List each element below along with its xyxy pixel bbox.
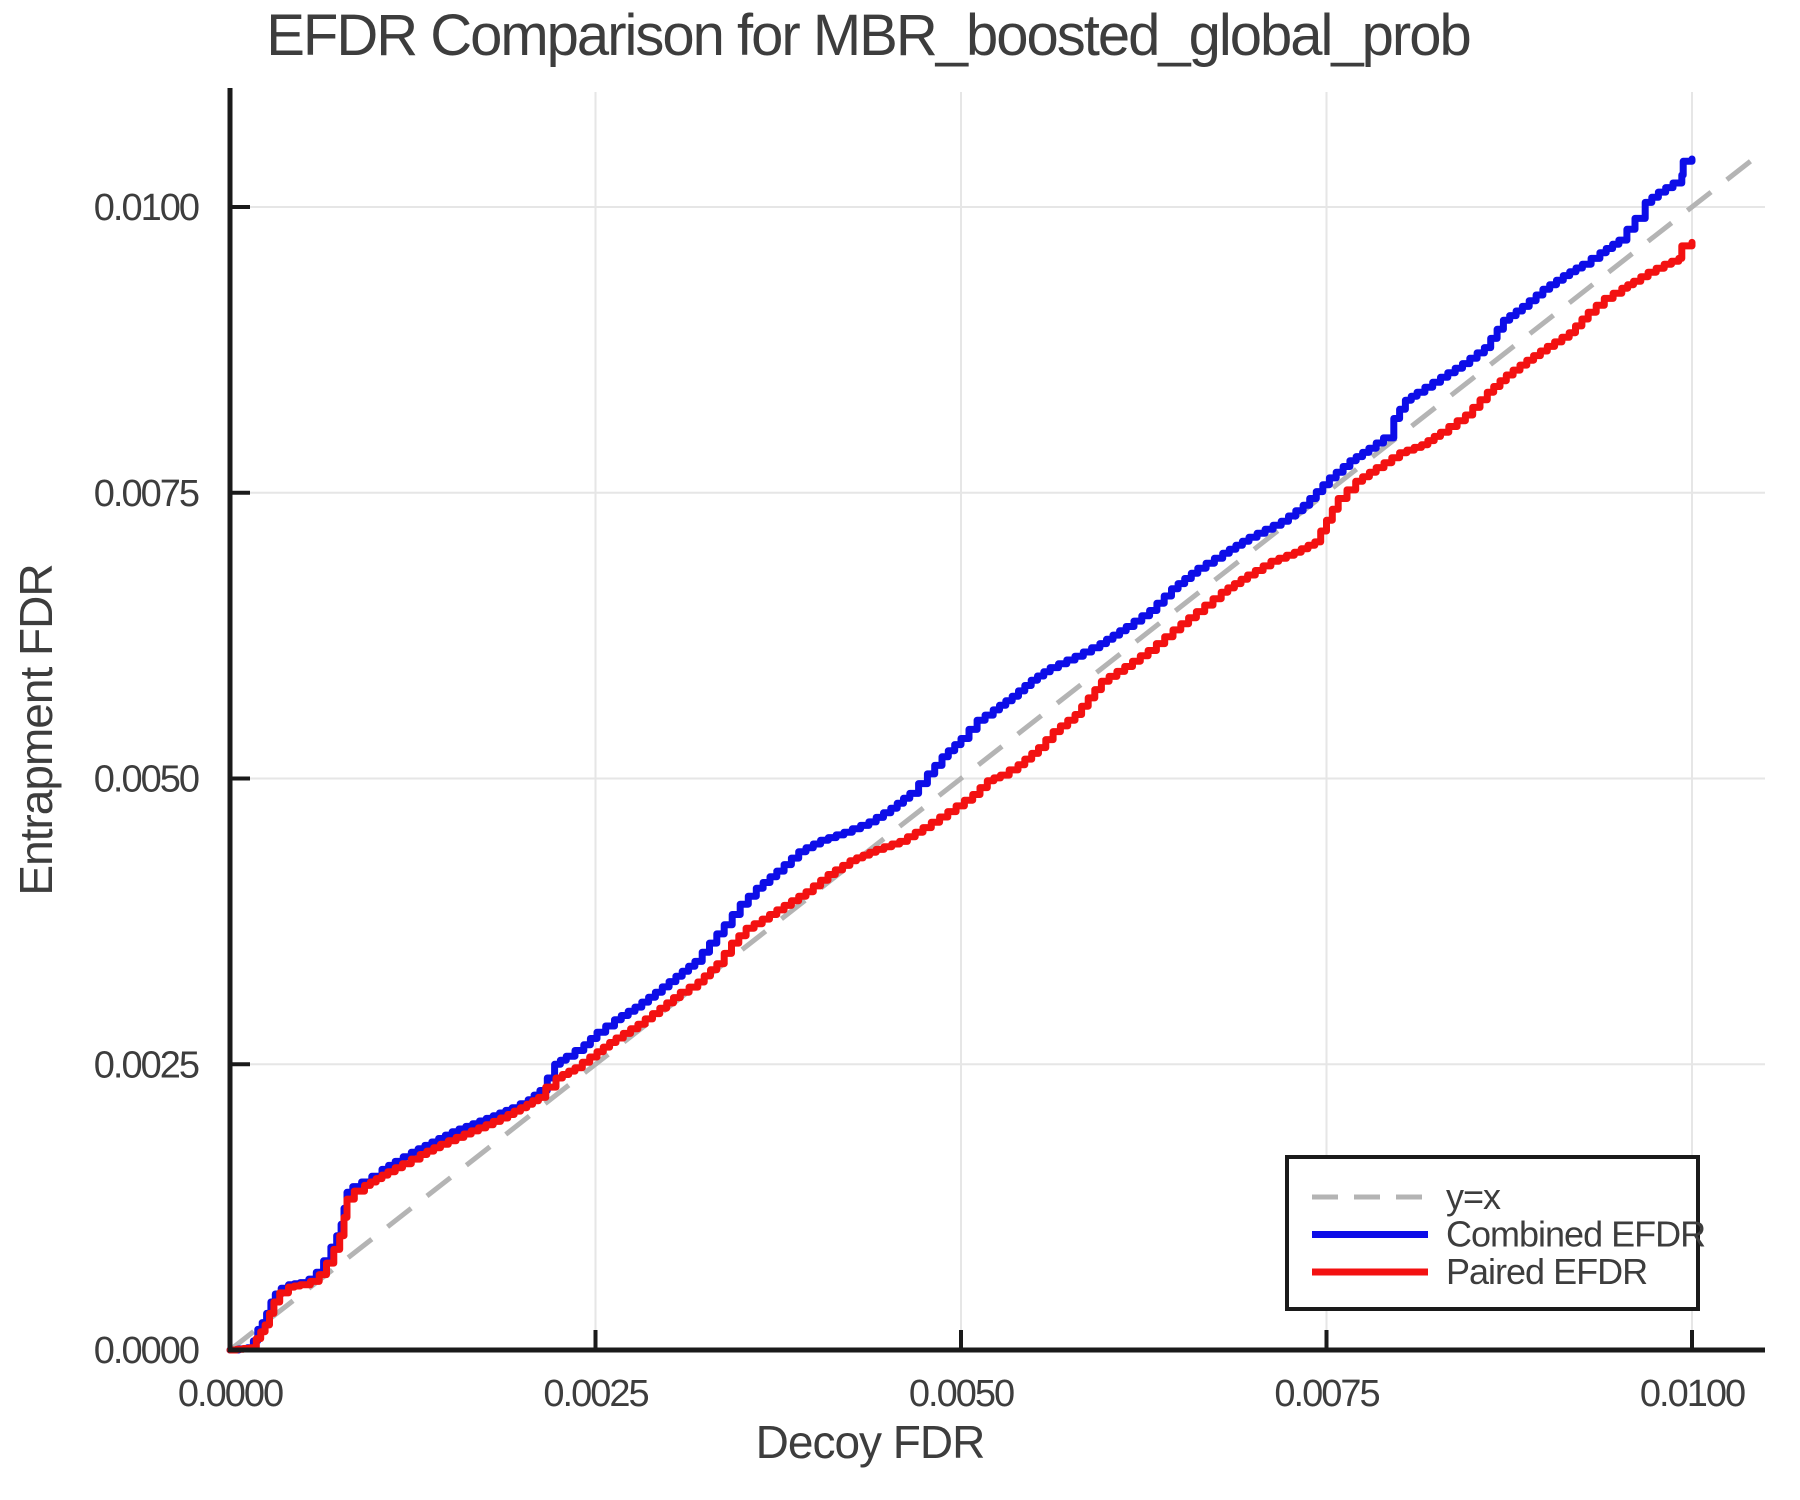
- x-axis-label: Decoy FDR: [756, 1416, 985, 1468]
- y-tick-label: 0.0025: [94, 1044, 199, 1086]
- legend-label: Paired EFDR: [1446, 1251, 1647, 1292]
- x-tick-label: 0.0075: [1274, 1373, 1379, 1415]
- data-series: [226, 155, 1696, 1354]
- x-tick-label: 0.0050: [909, 1373, 1014, 1415]
- x-tick-label: 0.0000: [178, 1373, 283, 1415]
- chart-title: EFDR Comparison for MBR_boosted_global_p…: [266, 3, 1470, 68]
- y-axis-label: Entrapment FDR: [10, 564, 62, 895]
- legend-label: Combined EFDR: [1446, 1214, 1705, 1255]
- y-tick-label: 0.0075: [94, 473, 199, 515]
- reference-line-y-equals-x: [228, 147, 1767, 1352]
- y-tick-label: 0.0050: [94, 759, 199, 801]
- axes: 0.0000 0.0025 0.0050 0.0075 0.0100 0.0000 0.00…: [94, 88, 1765, 1415]
- series-combined-efdr: [226, 155, 1696, 1354]
- series-paired-efdr: [226, 238, 1696, 1354]
- y-tick-label: 0.0100: [94, 187, 199, 229]
- reference-line-group: [228, 147, 1767, 1352]
- legend-label: y=x: [1446, 1176, 1501, 1217]
- tick-marks-and-labels: 0.0000 0.0025 0.0050 0.0075 0.0100 0.0000 0.00…: [94, 187, 1747, 1415]
- x-tick-label: 0.0100: [1640, 1373, 1745, 1415]
- y-tick-label: 0.0000: [94, 1330, 199, 1372]
- x-tick-label: 0.0025: [543, 1373, 648, 1415]
